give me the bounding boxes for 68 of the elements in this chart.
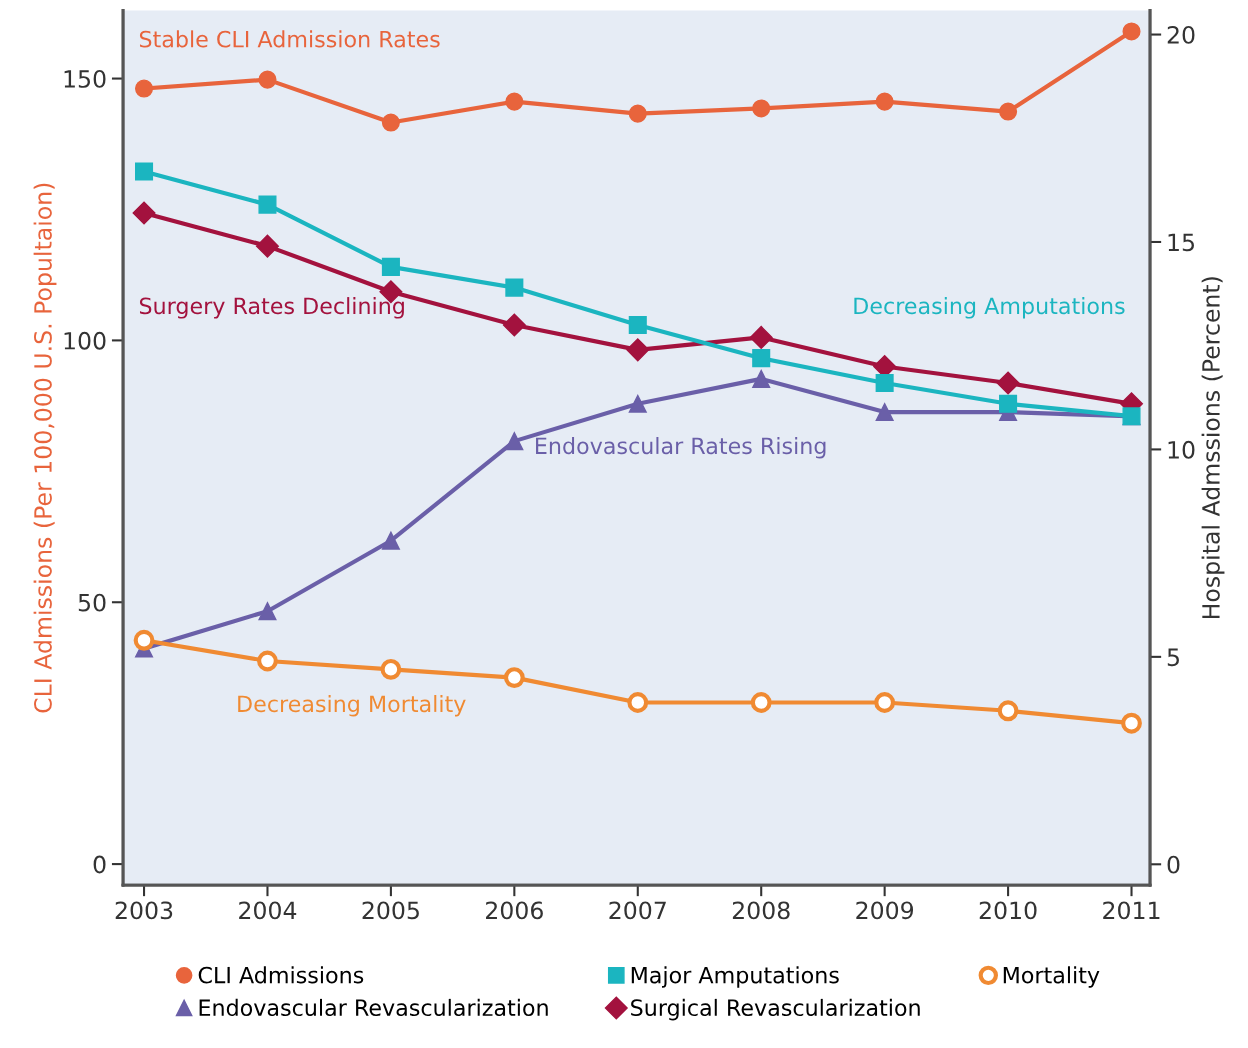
point	[135, 79, 154, 98]
point	[752, 99, 771, 118]
point	[874, 692, 896, 713]
x-tick-label: 2008	[732, 901, 790, 920]
point	[132, 201, 156, 225]
point	[628, 394, 647, 413]
point	[626, 338, 650, 362]
point	[875, 92, 894, 111]
point	[627, 692, 649, 713]
x-tick-label: 2009	[856, 901, 914, 920]
x-tick-label: 2006	[486, 901, 543, 920]
x-tick-label: 2003	[115, 901, 173, 920]
point	[380, 658, 402, 680]
x-tick-label: 2005	[362, 901, 419, 920]
y2-tick-label: 20	[1167, 25, 1195, 44]
legend-label: Endovascular Revascularization	[199, 998, 548, 1017]
point	[999, 102, 1018, 121]
annotation: Stable CLI Admission Rates	[139, 30, 440, 48]
point	[749, 325, 773, 349]
point	[875, 374, 894, 393]
point	[752, 349, 771, 368]
point	[505, 92, 524, 111]
y2-tick-label: 10	[1168, 440, 1195, 459]
annotation: Decreasing Mortality	[238, 695, 466, 717]
y-axis-title: CLI Admissions (Per 100,000 U.S. Popultaion)	[33, 183, 57, 713]
point	[505, 432, 524, 451]
x-tick-label: 2007	[609, 901, 666, 920]
legend-label: Major Amputations	[631, 966, 839, 988]
point	[628, 315, 647, 334]
legend-label: Surgical Revascularization	[631, 998, 920, 1021]
point	[1121, 712, 1142, 734]
legend-label: Mortality	[1003, 966, 1100, 988]
point	[133, 629, 155, 651]
annotation: Endovascular Rates Rising	[536, 437, 826, 459]
point	[258, 195, 277, 214]
point	[255, 234, 279, 258]
point	[258, 70, 277, 89]
y-tick-label: 100	[64, 331, 106, 350]
y2-tick-label: 5	[1167, 648, 1179, 667]
point	[750, 692, 772, 713]
y-tick-label: 50	[78, 593, 106, 612]
point	[996, 371, 1020, 395]
y2-axis-title: Hospital Admssions (Percent)	[1201, 277, 1225, 619]
point	[997, 700, 1019, 722]
point	[381, 257, 400, 276]
y2-tick-label: 15	[1168, 233, 1194, 252]
point	[257, 650, 278, 672]
point	[258, 602, 277, 621]
point	[503, 667, 525, 689]
point	[999, 394, 1018, 413]
annotation: Surgery Rates Declining	[139, 297, 404, 319]
y2-tick-label: 0	[1167, 855, 1180, 874]
annotation: Decreasing Amputations	[854, 297, 1125, 319]
x-tick-label: 2004	[239, 901, 297, 920]
point	[381, 531, 400, 550]
point	[752, 369, 771, 388]
y-tick-label: 0	[93, 855, 106, 874]
x-tick-label: 2010	[979, 901, 1037, 920]
x-tick-label: 2011	[1103, 901, 1160, 920]
point	[628, 104, 647, 123]
y-tick-label: 150	[64, 70, 106, 88]
point	[505, 278, 524, 297]
point	[1122, 22, 1141, 41]
point	[502, 313, 526, 337]
point	[875, 403, 894, 422]
point	[135, 162, 154, 181]
point	[381, 113, 400, 132]
legend-label: CLI Admissions	[198, 966, 364, 984]
